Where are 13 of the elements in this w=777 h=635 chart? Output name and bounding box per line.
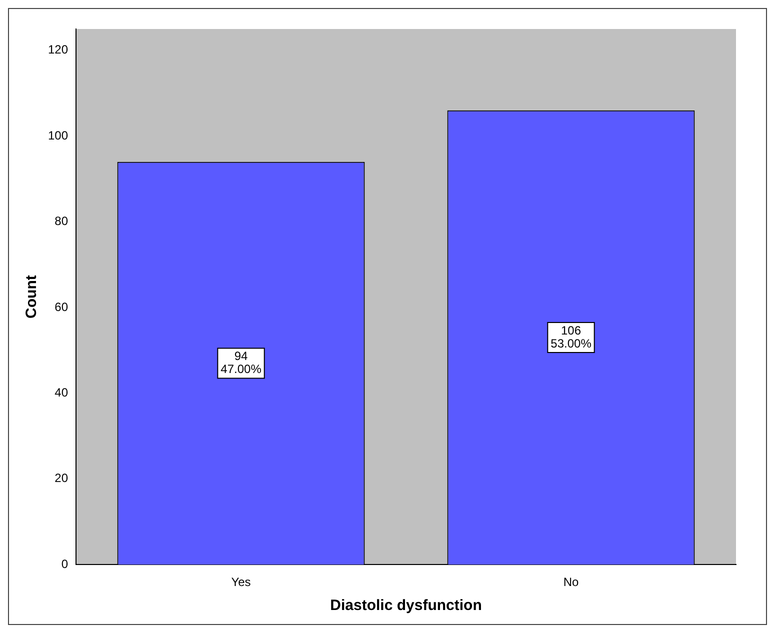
x-tick-label: No [563,575,579,590]
x-axis-title: Diastolic dysfunction [330,597,482,614]
y-tick-label: 120 [48,42,68,57]
y-tick-label: 20 [54,471,68,486]
y-tick-label: 0 [61,556,68,571]
data-label: 94 47.00% [220,349,262,376]
y-tick-label: 100 [48,128,68,142]
y-tick-label: 60 [54,300,68,314]
data-label: 106 53.00% [550,323,592,350]
x-tick-label: Yes [231,575,251,590]
y-tick-label: 40 [54,386,68,400]
y-tick-label: 80 [54,214,68,228]
y-axis-title: Count [23,275,40,318]
